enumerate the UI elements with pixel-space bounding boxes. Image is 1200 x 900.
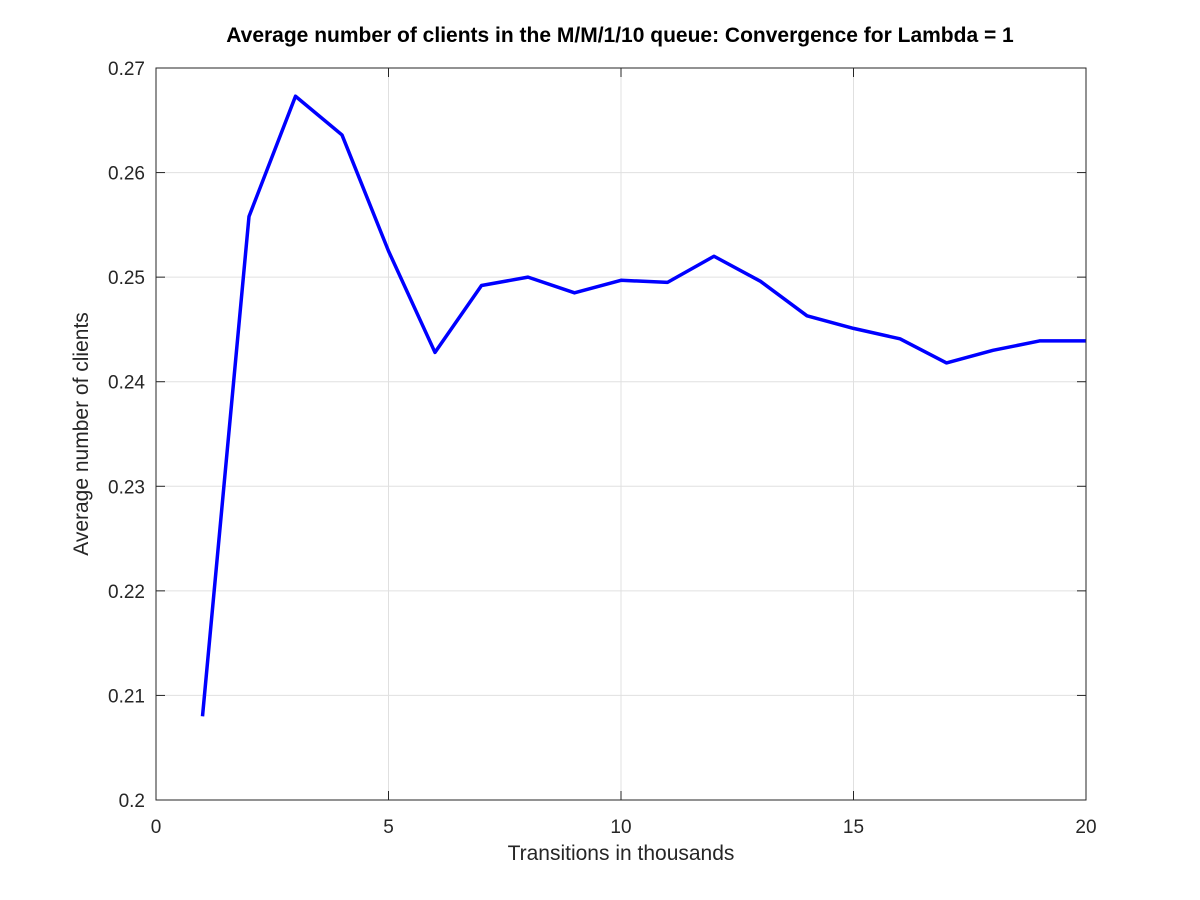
y-tick-label: 0.23	[108, 477, 145, 498]
x-tick-label: 0	[151, 817, 162, 838]
chart-title: Average number of clients in the M/M/1/1…	[226, 24, 1014, 47]
series-layer	[200, 94, 1087, 717]
series-line	[200, 94, 1086, 717]
plot-area	[155, 67, 1087, 801]
y-ticks	[156, 67, 1086, 801]
x-axis-tick-labels: 0 5 10 15 20	[151, 817, 1097, 838]
y-tick-label: 0.25	[108, 268, 145, 289]
y-axis-tick-labels: 0.2 0.21 0.22 0.23 0.24 0.25 0.26 0.27	[108, 59, 145, 812]
x-tick-label: 20	[1075, 817, 1096, 838]
y-axis-label: Average number of clients	[70, 312, 93, 556]
y-tick-label: 0.2	[119, 791, 145, 812]
x-tick-label: 5	[383, 817, 394, 838]
x-tick-label: 10	[610, 817, 631, 838]
y-tick-label: 0.22	[108, 582, 145, 603]
x-ticks	[155, 68, 1087, 800]
x-grid	[388, 68, 854, 800]
y-tick-label: 0.27	[108, 59, 145, 80]
x-tick-label: 15	[843, 817, 864, 838]
x-axis-label: Transitions in thousands	[508, 842, 735, 865]
y-tick-label: 0.24	[108, 373, 145, 394]
y-tick-label: 0.26	[108, 164, 145, 185]
y-grid	[156, 172, 1086, 696]
y-tick-label: 0.21	[108, 686, 145, 707]
